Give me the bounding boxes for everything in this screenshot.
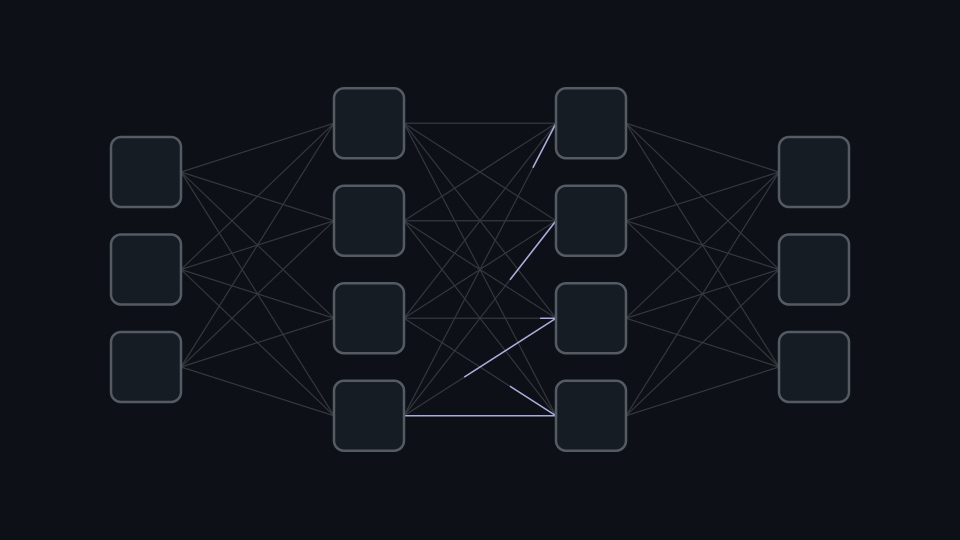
edge-hidden-2-0-to-output-0 [625,122,780,173]
edge-hidden-2-2-to-output-0 [625,171,780,319]
node-output-1 [777,233,851,306]
edge-hidden-1-3-to-hidden-2-0 [403,122,557,417]
edge-hidden-1-1-to-hidden-2-0 [403,122,557,222]
node-output-0 [777,135,851,209]
edge-hidden-2-3-to-output-1 [625,269,780,417]
highlight-edge-1 [509,385,557,417]
highlight-edge-2 [463,317,557,378]
edges-group [180,122,780,417]
node-hidden-1-3 [332,379,406,452]
edge-hidden-2-1-to-output-0 [625,171,780,222]
highlight-edge-5 [532,122,557,168]
edge-input-2-to-hidden-1-3 [180,366,335,417]
node-input-1 [109,233,183,306]
node-input-2 [109,330,183,404]
edge-input-1-to-hidden-1-0 [180,122,335,270]
nodes-group [109,87,851,452]
node-hidden-2-2 [554,282,628,355]
node-output-2 [777,330,851,404]
edge-hidden-1-2-to-hidden-2-0 [403,122,557,319]
node-hidden-2-1 [554,184,628,257]
edge-hidden-2-3-to-output-0 [625,171,780,417]
node-hidden-1-2 [332,282,406,355]
highlight-edges-group [403,122,557,417]
edge-input-2-to-hidden-1-1 [180,220,335,368]
highlight-edge-3 [509,219,557,281]
edge-input-0-to-hidden-1-0 [180,122,335,173]
node-input-0 [109,135,183,209]
node-hidden-2-0 [554,87,628,160]
node-hidden-2-3 [554,379,628,452]
node-hidden-1-0 [332,87,406,160]
node-hidden-1-1 [332,184,406,257]
edge-input-2-to-hidden-1-2 [180,317,335,368]
edge-input-2-to-hidden-1-0 [180,122,335,368]
edge-hidden-2-3-to-output-2 [625,366,780,417]
